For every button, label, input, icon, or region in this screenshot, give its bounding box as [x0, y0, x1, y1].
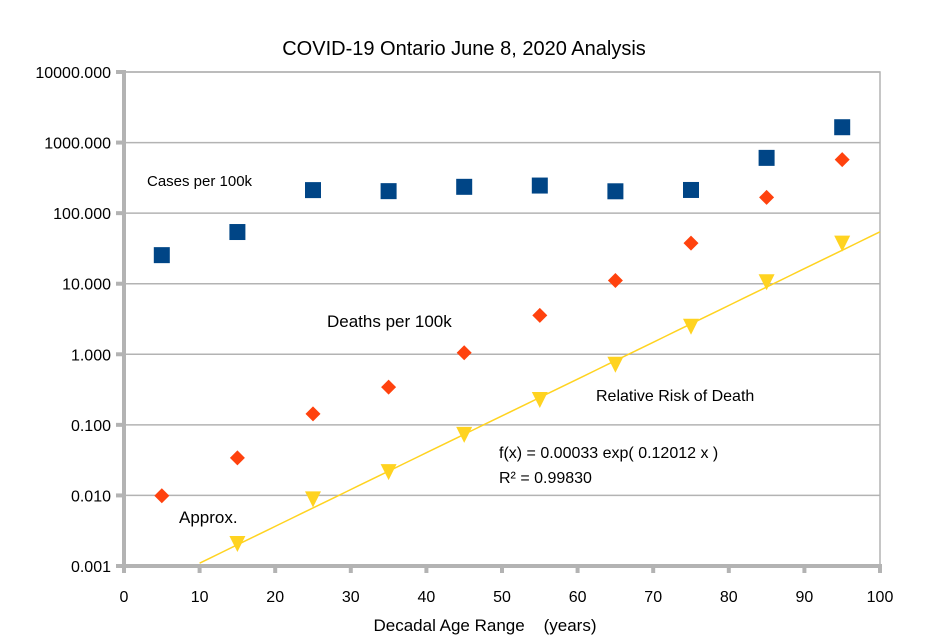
point-deaths: [154, 488, 170, 504]
point-deaths: [229, 450, 245, 466]
y-tick-label: 10000.000: [35, 65, 111, 82]
y-tick-label: 0.001: [71, 559, 111, 576]
point-cases: [456, 178, 473, 195]
x-tick-label: 10: [191, 589, 209, 606]
point-cases: [683, 181, 699, 198]
x-tick-label: 20: [266, 589, 284, 606]
point-deaths: [532, 307, 548, 323]
point-deaths: [607, 273, 623, 289]
point-relative-risk: [456, 426, 473, 443]
point-cases: [758, 149, 775, 166]
point-cases: [531, 177, 548, 194]
point-relative-risk: [834, 235, 851, 252]
point-relative-risk: [531, 392, 548, 409]
chart-title: COVID-19 Ontario June 8, 2020 Analysis: [282, 38, 646, 60]
point-relative-risk: [683, 318, 699, 335]
series-relative-risk-of-death: [229, 235, 851, 552]
annotation-approx: Approx.: [179, 508, 238, 527]
point-deaths: [759, 189, 775, 205]
point-cases: [153, 247, 170, 264]
x-tick-label: 100: [867, 589, 894, 606]
annotation-cases: Cases per 100k: [147, 173, 253, 190]
x-tick-label: 90: [796, 589, 814, 606]
y-tick-label: 10.000: [62, 277, 111, 294]
point-relative-risk: [607, 356, 624, 373]
x-axis-label: Decadal Age Range (years): [373, 616, 596, 635]
y-tick-label: 1000.000: [44, 136, 111, 153]
point-cases: [229, 224, 246, 241]
point-relative-risk: [229, 535, 246, 552]
x-tick-label: 80: [720, 589, 738, 606]
x-tick-label: 60: [569, 589, 587, 606]
annotation-deaths: Deaths per 100k: [327, 312, 452, 331]
annotation-relative-risk: Relative Risk of Death: [596, 388, 754, 405]
point-deaths: [834, 152, 850, 168]
y-tick-label: 100.000: [53, 206, 111, 223]
x-tick-label: 50: [493, 589, 511, 606]
trendline-r-squared: R² = 0.99830: [499, 470, 592, 487]
point-deaths: [683, 235, 699, 251]
x-tick-label: 70: [644, 589, 662, 606]
data-points: [153, 119, 851, 552]
x-tick-label: 0: [120, 589, 129, 606]
y-tick-label: 1.000: [71, 347, 111, 364]
y-tick-label: 0.100: [71, 418, 111, 435]
point-cases: [380, 183, 397, 200]
axes: [116, 70, 882, 573]
point-deaths: [456, 345, 472, 361]
x-tick-labels: 0 10 20 30 40 50 60 70 80 90 100: [120, 589, 894, 606]
point-relative-risk: [758, 274, 775, 291]
point-deaths: [305, 406, 321, 422]
x-tick-label: 40: [418, 589, 436, 606]
point-relative-risk: [380, 464, 397, 481]
point-deaths: [381, 379, 397, 395]
y-tick-label: 0.010: [71, 488, 111, 505]
trendline-equation: f(x) = 0.00033 exp( 0.12012 x ): [499, 445, 718, 462]
point-cases: [607, 183, 624, 200]
series-deaths-per-100k: [154, 152, 850, 504]
series-cases-per-100k: [153, 119, 851, 264]
gridlines: [124, 71, 880, 567]
point-relative-risk: [305, 491, 321, 508]
x-tick-label: 30: [342, 589, 360, 606]
point-cases: [305, 182, 321, 199]
point-cases: [834, 119, 851, 136]
y-tick-labels: 0.001 0.010 0.100 1.000 10.000 100.000 1000.00…: [35, 65, 111, 576]
